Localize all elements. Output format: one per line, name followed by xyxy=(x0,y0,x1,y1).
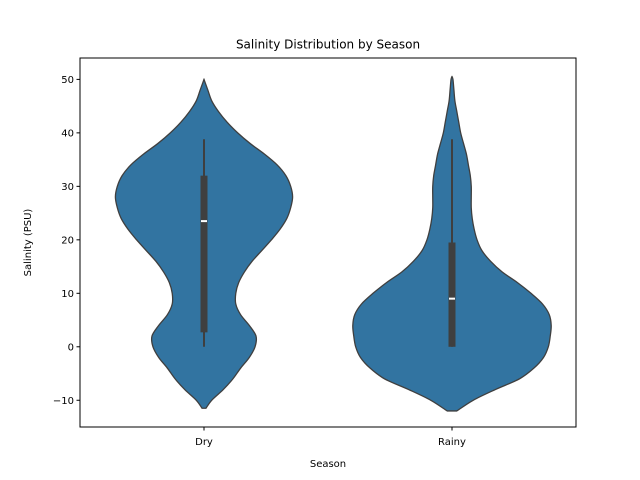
x-axis-label: Season xyxy=(310,459,346,470)
y-tick-label: 50 xyxy=(61,75,74,86)
iqr-box-rainy xyxy=(448,242,456,347)
x-tick-label: Rainy xyxy=(438,437,466,448)
x-tick-label: Dry xyxy=(195,437,213,448)
median-marker-rainy xyxy=(449,297,455,300)
y-tick-label: 0 xyxy=(68,342,74,353)
iqr-box-dry xyxy=(200,175,208,333)
median-marker-dry xyxy=(201,220,207,223)
y-tick-label: 40 xyxy=(61,128,74,139)
y-axis-label: Salinity (PSU) xyxy=(23,209,34,277)
y-axis: −10 0 10 20 30 40 50 xyxy=(53,75,80,407)
plot-area xyxy=(114,75,552,412)
chart-title: Salinity Distribution by Season xyxy=(236,38,420,52)
y-tick-label: 30 xyxy=(61,182,74,193)
y-tick-label: 10 xyxy=(61,289,74,300)
x-axis: Dry Rainy xyxy=(195,427,466,448)
y-tick-label: −10 xyxy=(53,396,74,407)
plot-frame xyxy=(79,57,577,428)
y-tick-label: 20 xyxy=(61,235,74,246)
